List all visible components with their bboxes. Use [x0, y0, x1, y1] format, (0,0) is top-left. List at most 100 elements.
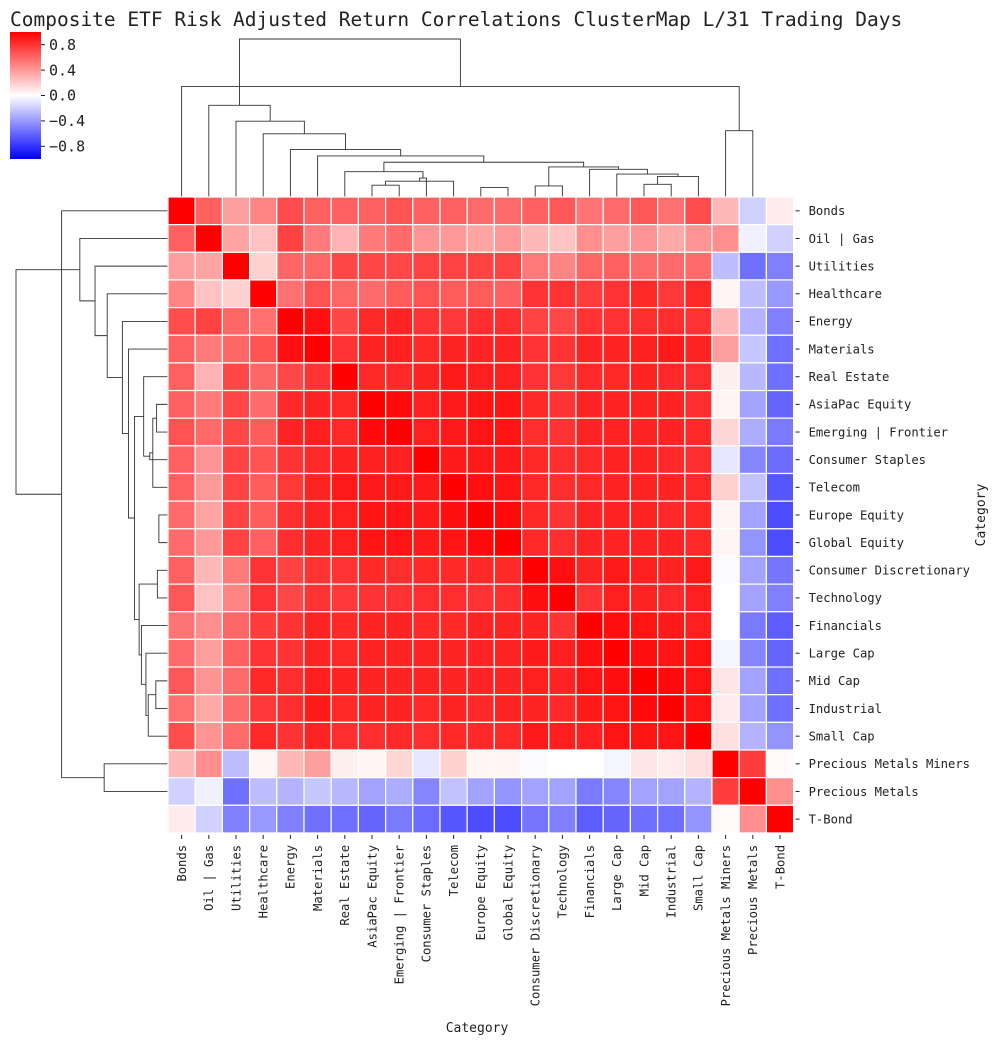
- heatmap-cell: [276, 362, 305, 392]
- heatmap-cell: [194, 804, 223, 834]
- heatmap-cell: [765, 749, 795, 779]
- heatmap-cell: [412, 500, 441, 530]
- heatmap-cell: [249, 804, 278, 834]
- heatmap-cell: [765, 279, 795, 309]
- row-label: Consumer Staples: [809, 453, 926, 467]
- heatmap-cell: [249, 224, 278, 253]
- heatmap-cell: [385, 749, 414, 779]
- heatmap-cell: [439, 417, 468, 447]
- row-label: Energy: [809, 315, 853, 329]
- heatmap-cell: [249, 611, 278, 640]
- heatmap-cell: [303, 777, 332, 806]
- heatmap-cell: [330, 362, 360, 392]
- heatmap-cell: [765, 445, 795, 475]
- heatmap-cell: [439, 528, 468, 558]
- heatmap-cell: [629, 528, 659, 558]
- heatmap-cell: [466, 445, 496, 475]
- heatmap-cell: [466, 224, 496, 253]
- heatmap-cell: [303, 307, 332, 336]
- row-label: Small Cap: [809, 729, 875, 743]
- heatmap-cell: [357, 251, 387, 281]
- heatmap-cell: [466, 251, 496, 281]
- heatmap-cell: [249, 666, 278, 696]
- heatmap-cell: [520, 472, 550, 502]
- row-label: Large Cap: [809, 647, 875, 661]
- heatmap-cell: [548, 224, 577, 253]
- heatmap-cell: [493, 721, 523, 751]
- heatmap-cell: [711, 666, 740, 696]
- column-dendrogram-link: [643, 183, 672, 197]
- heatmap-cell: [439, 666, 468, 696]
- heatmap-cell: [330, 224, 360, 253]
- heatmap-cell: [656, 500, 686, 530]
- heatmap-cell: [738, 694, 768, 723]
- heatmap-cell: [303, 583, 332, 613]
- heatmap-cell: [439, 389, 468, 419]
- heatmap-cell: [221, 472, 251, 502]
- heatmap-cell: [276, 528, 305, 558]
- heatmap-cell: [412, 666, 441, 696]
- heatmap-cell: [249, 749, 278, 779]
- heatmap-cell: [711, 224, 740, 253]
- heatmap-cell: [303, 694, 332, 723]
- heatmap-cell: [439, 583, 468, 613]
- heatmap-cell: [575, 666, 604, 696]
- colorbar: [10, 32, 41, 159]
- heatmap-cell: [656, 638, 686, 668]
- heatmap-cell: [684, 251, 713, 281]
- heatmap-cell: [249, 389, 278, 419]
- heatmap-cell: [629, 721, 659, 751]
- heatmap-cell: [466, 417, 496, 447]
- heatmap-cell: [493, 555, 523, 585]
- heatmap-cell: [493, 583, 523, 613]
- row-dendrogram-link: [147, 694, 168, 737]
- heatmap-cell: [765, 555, 795, 585]
- heatmap-cell: [738, 611, 768, 640]
- heatmap-cell: [711, 638, 740, 668]
- heatmap-cell: [276, 749, 305, 779]
- row-dendrogram-link: [152, 417, 168, 488]
- heatmap-cell: [167, 472, 196, 502]
- heatmap-cell: [412, 417, 441, 447]
- heatmap-cell: [629, 555, 659, 585]
- heatmap-cell: [738, 583, 768, 613]
- heatmap-cell: [385, 804, 414, 834]
- heatmap-cell: [493, 279, 523, 309]
- heatmap-cell: [629, 445, 659, 475]
- heatmap-cell: [466, 500, 496, 530]
- heatmap-cell: [629, 472, 659, 502]
- heatmap-cell: [629, 224, 659, 253]
- heatmap-cell: [330, 445, 360, 475]
- heatmap-cell: [194, 196, 223, 226]
- heatmap-cell: [276, 445, 305, 475]
- heatmap-cell: [602, 804, 632, 834]
- heatmap-cell: [412, 804, 441, 834]
- heatmap-cell: [602, 777, 632, 806]
- heatmap-cell: [385, 307, 414, 336]
- heatmap-cell: [194, 251, 223, 281]
- heatmap-cell: [330, 279, 360, 309]
- column-label: AsiaPac Equity: [365, 845, 379, 948]
- heatmap-cell: [656, 804, 686, 834]
- heatmap-cell: [303, 417, 332, 447]
- heatmap-cell: [684, 362, 713, 392]
- heatmap-cell: [602, 445, 632, 475]
- heatmap-cell: [357, 666, 387, 696]
- heatmap-cell: [684, 777, 713, 806]
- row-dendrogram-link: [106, 293, 168, 378]
- heatmap-cell: [276, 611, 305, 640]
- heatmap-cell: [684, 334, 713, 364]
- heatmap-cell: [711, 196, 740, 226]
- heatmap-cell: [520, 721, 550, 751]
- heatmap-cell: [194, 362, 223, 392]
- heatmap-cell: [194, 500, 223, 530]
- heatmap-cell: [276, 307, 305, 336]
- column-dendrogram-link: [725, 130, 754, 197]
- heatmap-cell: [357, 721, 387, 751]
- heatmap-cell: [249, 472, 278, 502]
- heatmap-cell: [194, 611, 223, 640]
- heatmap-cell: [249, 362, 278, 392]
- heatmap-cell: [357, 528, 387, 558]
- heatmap-cell: [276, 472, 305, 502]
